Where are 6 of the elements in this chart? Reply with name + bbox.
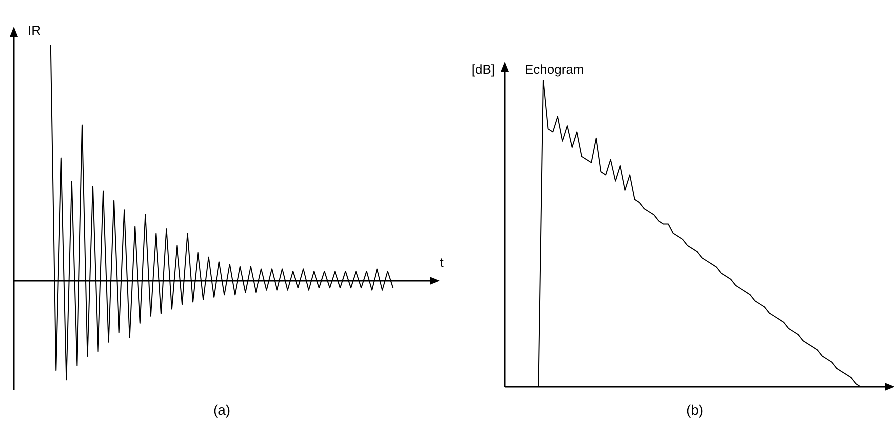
x-axis-title: t (440, 254, 444, 270)
chart-title: Echogram (525, 62, 584, 77)
text: (a) (213, 402, 231, 418)
y-axis-title: IR (28, 23, 41, 38)
text: (b) (686, 402, 704, 418)
y-axis-title: [dB] (472, 62, 495, 77)
